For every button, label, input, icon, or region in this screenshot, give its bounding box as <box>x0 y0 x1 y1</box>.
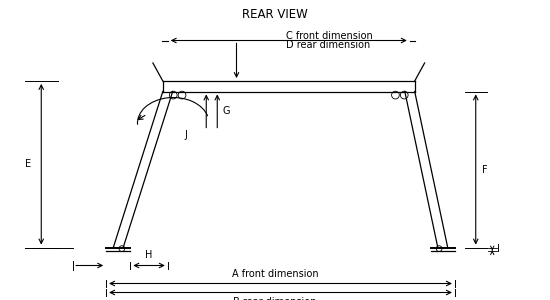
Text: A front dimension: A front dimension <box>232 269 318 279</box>
Text: B rear dimension: B rear dimension <box>233 297 317 300</box>
Text: E: E <box>25 159 31 169</box>
Text: H: H <box>145 250 153 260</box>
Text: I: I <box>497 244 499 254</box>
Text: G: G <box>223 106 230 116</box>
Text: C front dimension: C front dimension <box>286 31 373 41</box>
Text: REAR VIEW: REAR VIEW <box>242 8 308 20</box>
Text: J: J <box>184 130 187 140</box>
Text: D rear dimension: D rear dimension <box>286 40 370 50</box>
Text: F: F <box>482 164 488 175</box>
